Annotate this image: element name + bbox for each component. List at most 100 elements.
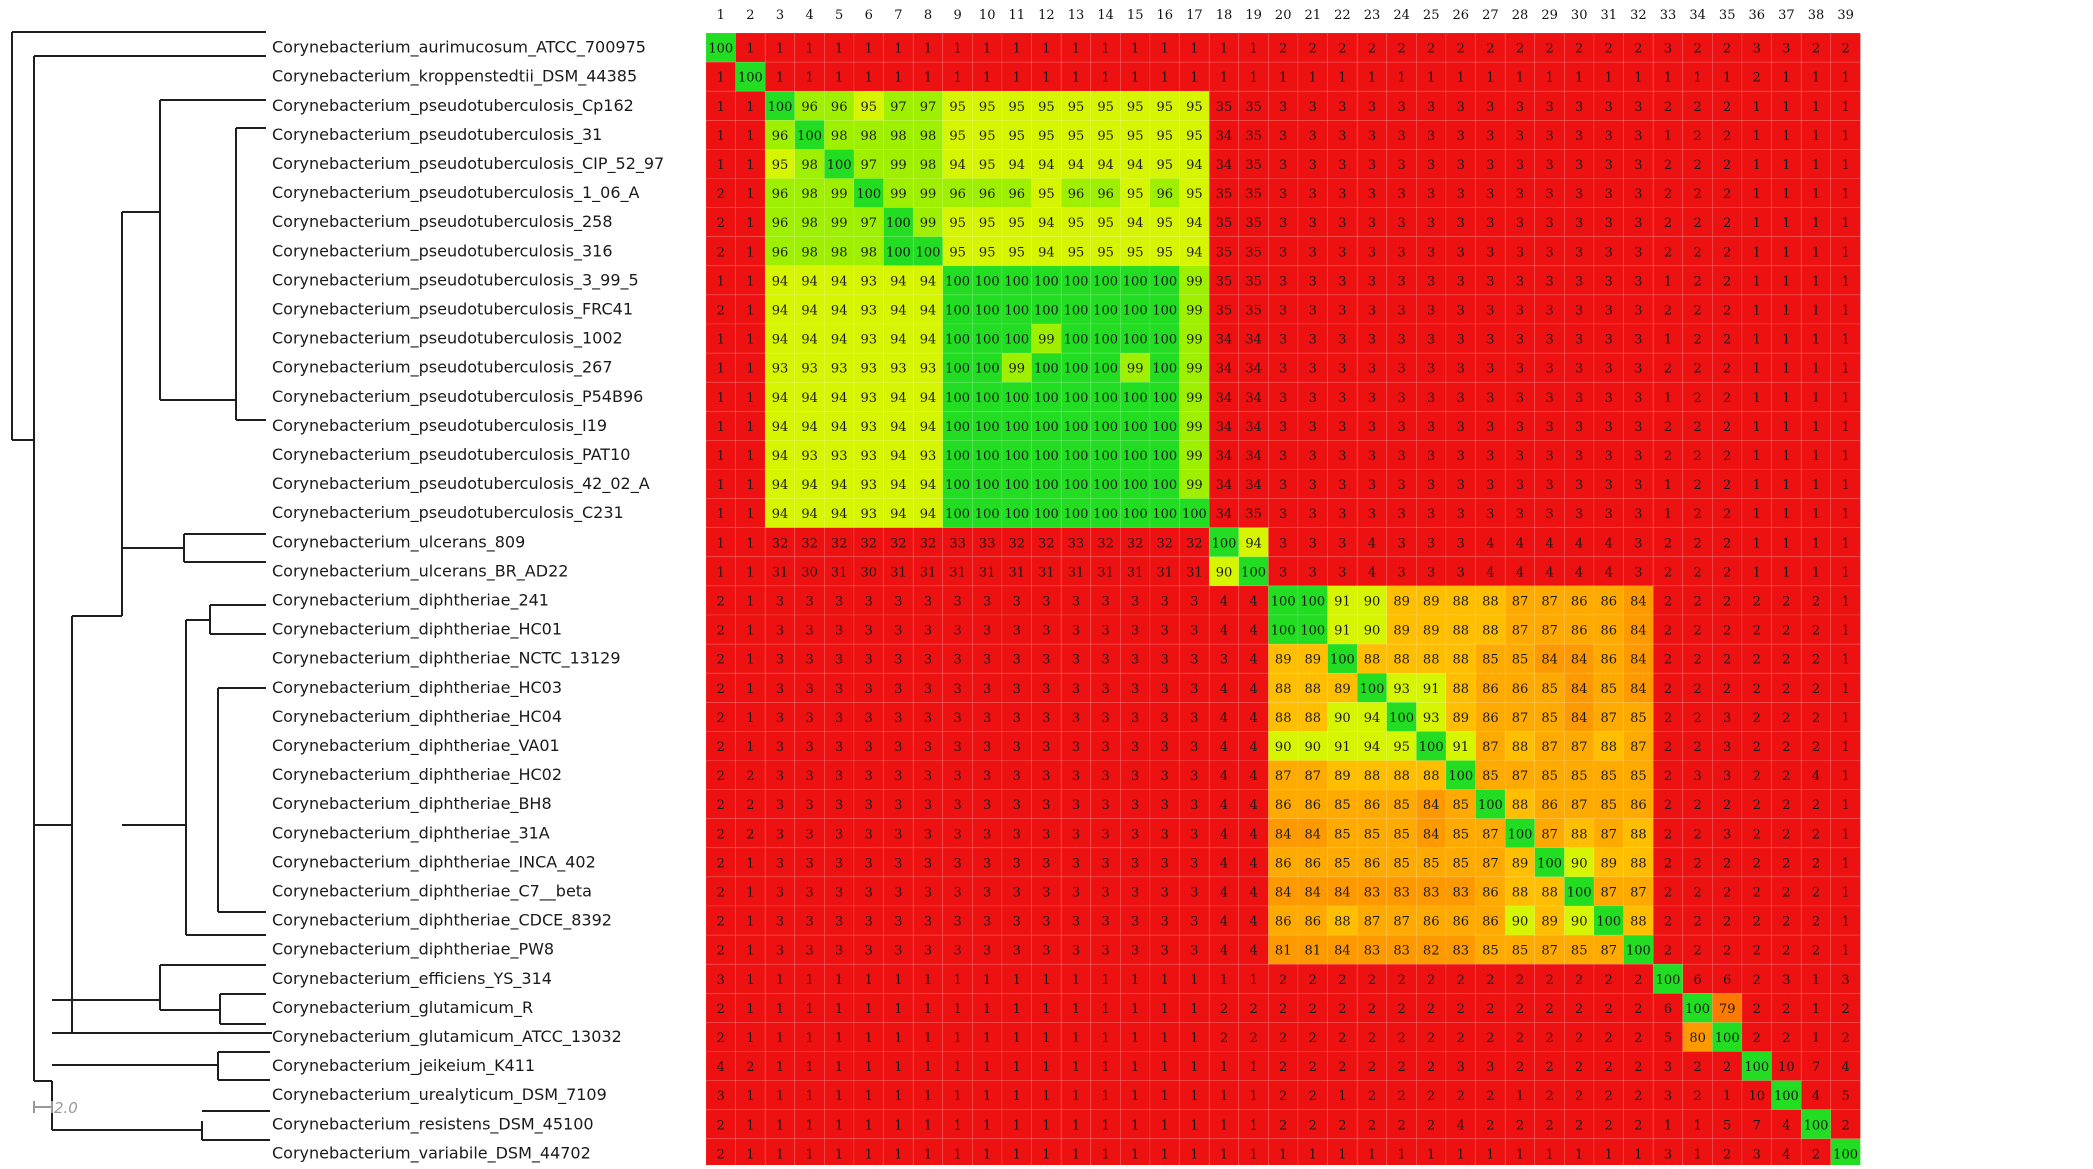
- cell-value-label: 3: [1634, 507, 1642, 522]
- cell-value-label: 4: [1249, 856, 1257, 871]
- cell-value-label: 1: [1545, 1147, 1553, 1162]
- cell-value-label: 3: [1457, 1060, 1465, 1075]
- row-label: Corynebacterium_diphtheriae_HC01: [272, 620, 562, 640]
- heatmap-cell: [1593, 90, 1624, 121]
- cell-value-label: 1: [1338, 1147, 1346, 1162]
- cell-value-label: 4: [1220, 944, 1228, 959]
- cell-value-label: 3: [1338, 303, 1346, 318]
- cell-value-label: 3: [1131, 740, 1139, 755]
- cell-value-label: 3: [1013, 653, 1021, 668]
- cell-value-label: 1: [1249, 1060, 1257, 1075]
- heatmap-cell: [1060, 236, 1092, 267]
- heatmap-cell: [1090, 323, 1121, 354]
- heatmap-cell: [1060, 149, 1092, 179]
- cell-value-label: 2: [1545, 1060, 1553, 1075]
- cell-value-label: 3: [1516, 158, 1524, 173]
- cell-value-label: 94: [1038, 158, 1055, 173]
- cell-value-label: 3: [1486, 274, 1494, 289]
- cell-value-label: 86: [1541, 798, 1558, 813]
- cell-value-label: 3: [1545, 245, 1553, 260]
- cell-value-label: 2: [1545, 42, 1553, 57]
- heatmap-cell: [764, 120, 796, 150]
- cell-value-label: 3: [1397, 420, 1405, 435]
- heatmap-cell: [1208, 207, 1240, 238]
- cell-value-label: 2: [1664, 653, 1672, 668]
- heatmap-cell: [1800, 61, 1832, 92]
- cell-value-label: 33: [979, 536, 996, 551]
- cell-value-label: 1: [1013, 1060, 1021, 1075]
- cell-value-label: 100: [975, 449, 1000, 464]
- cell-value-label: 3: [1486, 478, 1494, 493]
- cell-value-label: 1: [1812, 1031, 1820, 1046]
- cell-value-label: 81: [1305, 944, 1322, 959]
- cell-value-label: 89: [1601, 856, 1618, 871]
- cell-value-label: 3: [1309, 129, 1317, 144]
- cell-value-label: 3: [835, 653, 843, 668]
- column-label: 22: [1334, 8, 1351, 23]
- cell-value-label: 2: [1545, 1118, 1553, 1133]
- cell-value-label: 97: [861, 158, 878, 173]
- cell-value-label: 1: [1841, 158, 1849, 173]
- heatmap-cell: [1712, 90, 1743, 121]
- cell-value-label: 3: [776, 944, 784, 959]
- cell-value-label: 4: [1812, 769, 1820, 784]
- cell-value-label: 1: [1131, 1002, 1139, 1017]
- cell-value-label: 1: [1812, 158, 1820, 173]
- heatmap-cell: [1445, 90, 1476, 121]
- heatmap-cell: [1327, 265, 1358, 296]
- cell-value-label: 1: [776, 1060, 784, 1075]
- cell-value-label: 3: [1368, 333, 1376, 348]
- cell-value-label: 3: [1397, 129, 1405, 144]
- cell-value-label: 3: [1131, 944, 1139, 959]
- heatmap-cell: [705, 32, 736, 63]
- cell-value-label: 100: [1093, 391, 1118, 406]
- row-label: Corynebacterium_diphtheriae_241: [272, 590, 549, 610]
- cell-value-label: 2: [1782, 682, 1790, 697]
- heatmap-cell: [1297, 207, 1328, 238]
- cell-value-label: 2: [1723, 653, 1731, 668]
- column-label: 37: [1778, 8, 1795, 23]
- column-label: 27: [1482, 8, 1499, 23]
- cell-value-label: 3: [1131, 798, 1139, 813]
- cell-value-label: 1: [746, 42, 754, 57]
- heatmap-cell: [1830, 381, 1861, 412]
- cell-value-label: 1: [1072, 1147, 1080, 1162]
- cell-value-label: 2: [1664, 565, 1672, 580]
- cell-value-label: 3: [1486, 362, 1494, 377]
- cell-value-label: 3: [1161, 740, 1169, 755]
- cell-value-label: 3: [1605, 449, 1613, 464]
- heatmap-cell: [1238, 352, 1269, 383]
- cell-value-label: 1: [835, 1118, 843, 1133]
- cell-value-label: 85: [1601, 682, 1618, 697]
- cell-value-label: 2: [1753, 711, 1761, 726]
- cell-value-label: 94: [831, 478, 848, 493]
- cell-value-label: 4: [1545, 536, 1553, 551]
- cell-value-label: 3: [983, 682, 991, 697]
- cell-value-label: 2: [1279, 973, 1287, 988]
- cell-value-label: 88: [1423, 653, 1440, 668]
- cell-value-label: 3: [1634, 100, 1642, 115]
- cell-value-label: 1: [1841, 769, 1849, 784]
- cell-value-label: 2: [1605, 42, 1613, 57]
- cell-value-label: 2: [1605, 1118, 1613, 1133]
- cell-value-label: 1: [865, 71, 873, 86]
- heatmap-cell: [705, 236, 736, 267]
- cell-value-label: 3: [1427, 187, 1435, 202]
- cell-value-label: 100: [1123, 507, 1148, 522]
- cell-value-label: 3: [1427, 158, 1435, 173]
- cell-value-label: 3: [1516, 100, 1524, 115]
- cell-value-label: 1: [1693, 1147, 1701, 1162]
- cell-value-label: 94: [772, 333, 789, 348]
- heatmap-cell: [883, 352, 914, 383]
- cell-value-label: 2: [1368, 1089, 1376, 1104]
- cell-value-label: 2: [1634, 1089, 1642, 1104]
- cell-value-label: 1: [1042, 1118, 1050, 1133]
- cell-value-label: 3: [1042, 769, 1050, 784]
- cell-value-label: 1: [953, 1089, 961, 1104]
- cell-value-label: 94: [890, 303, 907, 318]
- cell-value-label: 1: [1605, 1147, 1613, 1162]
- cell-value-label: 98: [801, 187, 818, 202]
- heatmap-cell: [853, 236, 884, 267]
- heatmap-cell: [1149, 381, 1180, 412]
- cell-value-label: 2: [1575, 973, 1583, 988]
